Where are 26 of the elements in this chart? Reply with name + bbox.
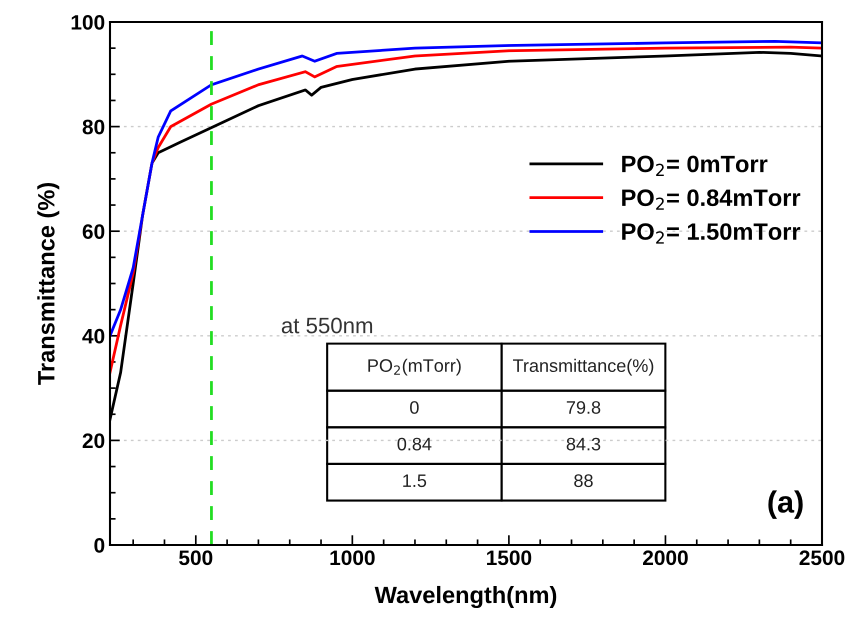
annotation: at 550nm [282,318,372,334]
y-tick-label: 80 [82,120,104,134]
x-tick-label: 1000 [330,550,375,566]
x-tick-label: 1500 [487,550,532,566]
x-tick-label: 500 [179,550,212,566]
annotation: 0 [410,401,419,414]
x-axis-title: Wavelength(nm) [374,586,556,608]
legend-label: PO$_{2}$= 0.84mTorr [622,189,800,210]
legend-label: PO$_{2}$= 0mTorr [622,156,768,176]
x-tick-label: 2000 [643,550,688,566]
y-tick-label: 100 [72,15,104,30]
legend-label: PO$_{2}$= 1.50mTorr [622,223,800,244]
x-tick-label: 2500 [800,550,844,566]
annotation: 0.84 [398,438,432,450]
y-axis-title: Transmittance (%) [37,182,60,385]
y-tick-label: 60 [82,224,104,239]
y-tick-label: 0 [94,538,104,553]
y-tick-label: 40 [82,328,104,344]
annotation: (a) [768,490,803,519]
annotation: PO$_{2}$(mTorr) [368,358,461,376]
annotation: 1.5 [403,474,426,488]
annotation: 88 [574,474,593,488]
annotation: 84.3 [566,438,600,450]
annotation: 79.8 [566,401,600,414]
annotation: Transmittance(%) [512,358,654,376]
y-tick-label: 20 [82,433,104,448]
